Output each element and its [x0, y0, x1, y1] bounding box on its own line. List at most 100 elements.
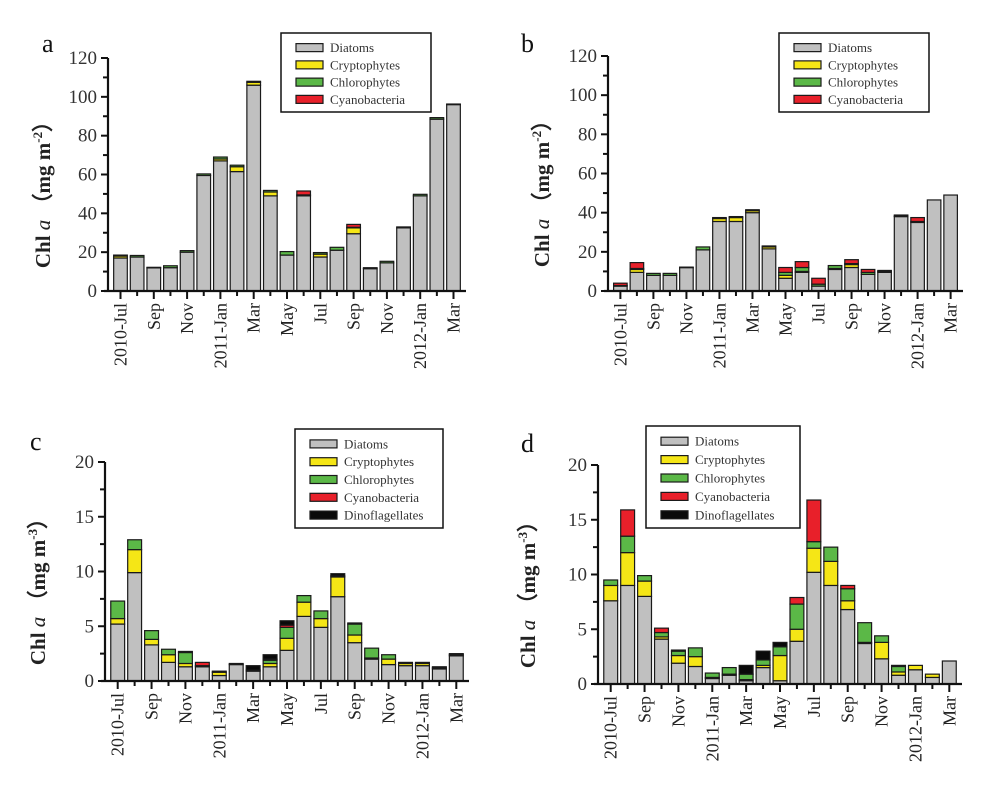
- bar-segment-diatoms: [279, 254, 295, 292]
- x-tick-label: May: [770, 696, 790, 729]
- bar-segment-dinoflagellates: [245, 665, 261, 671]
- bar-stack: [412, 193, 428, 292]
- bar-stack: [163, 265, 178, 292]
- bar-segment-cyanobacteria: [629, 262, 645, 270]
- bar-stack: [704, 672, 720, 685]
- bar-segment-diatoms: [890, 674, 907, 685]
- y-tick-label: 40: [78, 203, 97, 224]
- bar-stack: [738, 664, 754, 685]
- legend-item: Cyanobacteria: [309, 490, 419, 505]
- bars: [603, 499, 957, 685]
- bar-stack: [160, 648, 177, 682]
- bar-segment-cyanobacteria: [653, 627, 670, 634]
- bar-stack: [279, 250, 295, 292]
- bar-segment-chlorophytes: [712, 216, 727, 220]
- bar-segment-cryptophytes: [313, 617, 329, 628]
- bar-stack: [943, 194, 958, 292]
- bar-stack: [637, 574, 653, 685]
- legend-swatch: [793, 43, 822, 53]
- bar-segment-chlorophytes: [379, 260, 395, 264]
- bar-segment-dinoflagellates: [347, 622, 363, 625]
- bar-segment-diatoms: [789, 640, 805, 685]
- bar-stack: [629, 262, 645, 292]
- bar-segment-diatoms: [229, 170, 245, 292]
- legend-item: Dinoflagellates: [660, 507, 774, 522]
- bar-segment-diatoms: [364, 658, 380, 682]
- bar-segment-cyanobacteria: [811, 277, 826, 285]
- x-tick-label: Nov: [379, 693, 399, 724]
- y-tick-label: 100: [69, 87, 98, 108]
- bar-stack: [941, 660, 957, 685]
- bar-segment-diatoms: [620, 584, 636, 685]
- bar-segment-chlorophytes: [412, 193, 428, 197]
- bar-segment-chlorophytes: [347, 623, 363, 636]
- bar-stack: [653, 627, 670, 685]
- bar-segment-diatoms: [163, 267, 178, 292]
- legend-label: Cryptophytes: [695, 452, 765, 467]
- bar-stack: [926, 199, 942, 292]
- bar-stack: [431, 666, 447, 682]
- x-tick-label: Jul: [809, 303, 829, 324]
- bar-segment-dinoflagellates: [738, 664, 754, 675]
- bar-segment-chlorophytes: [177, 651, 193, 665]
- bar-segment-chlorophytes: [397, 661, 414, 665]
- bar-segment-diatoms: [279, 649, 295, 682]
- bar-segment-chlorophytes: [431, 666, 447, 669]
- panel-a: a 0 20 40 60 80 100 120 2010-Jul Sep Nov 2011-Jan Ma…: [30, 29, 466, 369]
- bar-segment-cyanobacteria: [877, 269, 892, 273]
- legend-label: Dinoflagellates: [695, 507, 774, 522]
- bar-segment-diatoms: [844, 266, 859, 292]
- y-tick-label: 60: [578, 164, 597, 185]
- bar-segment-cryptophytes: [330, 576, 346, 598]
- bar-segment-diatoms: [910, 221, 925, 292]
- x-tick-label: Mar: [444, 303, 464, 333]
- bar-segment-diatoms: [194, 666, 210, 682]
- bar-segment-diatoms: [877, 271, 892, 292]
- legend-label: Cryptophytes: [828, 57, 898, 72]
- panel-letter: d: [521, 429, 534, 458]
- bar-segment-cryptophytes: [806, 547, 822, 573]
- bar-stack: [129, 254, 145, 292]
- legend-item: Cryptophytes: [793, 57, 898, 72]
- bar-segment-chlorophytes: [646, 272, 661, 276]
- bar-segment-chlorophytes: [163, 265, 178, 269]
- x-tick-label: Nov: [676, 303, 696, 334]
- bar-stack: [362, 267, 378, 292]
- legend-label: Cryptophytes: [344, 454, 414, 469]
- y-tick-label: 0: [88, 281, 98, 302]
- bar-stack: [772, 641, 788, 685]
- bar-segment-diatoms: [245, 670, 261, 682]
- bar-segment-chlorophytes: [429, 117, 445, 120]
- bar-segment-chlorophytes: [761, 245, 777, 248]
- bar-segment-diatoms: [177, 666, 193, 682]
- bar-segment-diatoms: [860, 273, 876, 292]
- bar-segment-diatoms: [721, 674, 737, 685]
- bar-stack: [728, 215, 744, 292]
- bar-segment-chlorophytes: [312, 251, 328, 255]
- bars: [110, 539, 464, 682]
- bar-stack: [414, 661, 430, 682]
- bar-stack: [194, 661, 210, 682]
- bar-segment-diatoms: [346, 233, 362, 292]
- legend-label: Dinoflagellates: [344, 508, 423, 523]
- bar-segment-diatoms: [246, 84, 262, 292]
- bar-segment-diatoms: [127, 571, 143, 682]
- bar-stack: [246, 80, 262, 292]
- bar-segment-chlorophytes: [728, 215, 744, 219]
- bar-segment-chlorophytes: [755, 659, 771, 666]
- bar-segment-diatoms: [262, 195, 278, 292]
- bar-segment-diatoms: [330, 596, 346, 682]
- bar-stack: [778, 266, 793, 292]
- bar-stack: [313, 610, 329, 682]
- bars: [113, 80, 461, 292]
- legend-item: Chlorophytes: [660, 471, 765, 486]
- y-tick-label: 0: [588, 281, 598, 302]
- x-tick-label: Nov: [177, 303, 197, 334]
- bar-segment-cryptophytes: [789, 628, 805, 642]
- x-tick-label: 2010-Jul: [601, 696, 621, 759]
- bar-segment-diatoms: [228, 663, 244, 682]
- bar-segment-dinoflagellates: [755, 650, 771, 661]
- bar-segment-chlorophytes: [396, 226, 411, 229]
- x-tick-label: 2011-Jan: [702, 696, 722, 761]
- bar-segment-chlorophytes: [670, 650, 686, 657]
